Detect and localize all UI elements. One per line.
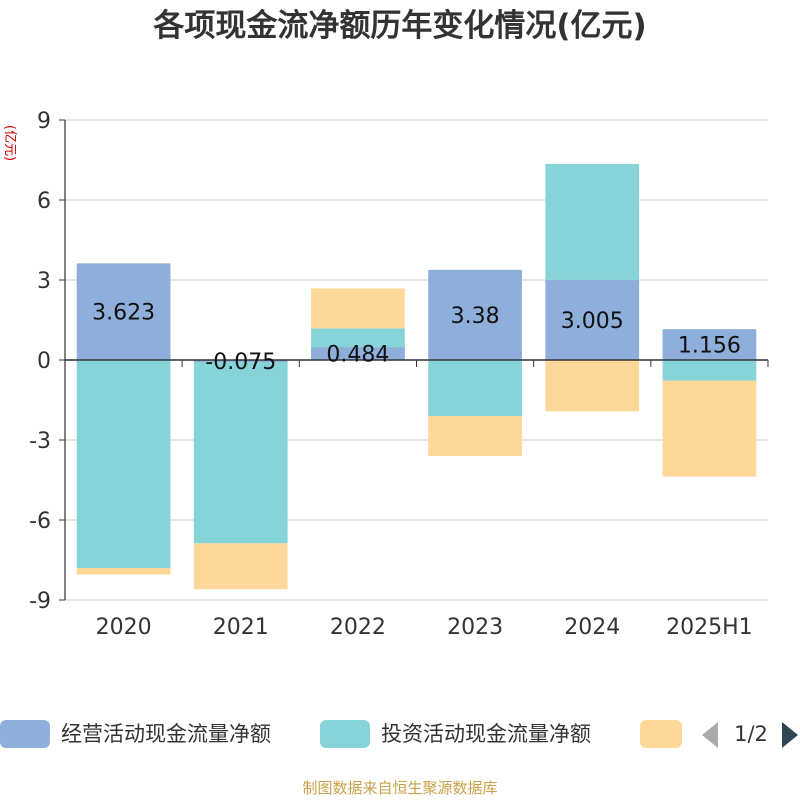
bar-s2-2023: [428, 416, 522, 456]
bar-s2-2024: [545, 360, 640, 412]
y-tick-label-1: -6: [29, 509, 51, 534]
data-label-2022: 0.484: [326, 343, 389, 368]
bar-s0-2024: [545, 279, 640, 360]
bar-s1-2024: [545, 163, 640, 280]
bar-s2-2021: [193, 543, 288, 590]
data-source-footer: 制图数据来自恒生聚源数据库: [302, 779, 498, 797]
data-label-2025H1: 1.156: [678, 334, 741, 359]
bar-s2-2025H1: [662, 380, 757, 477]
legend: 经营活动现金流量净额 投资活动现金流量净额: [0, 714, 800, 754]
data-label-2021: -0.075: [205, 350, 276, 375]
bar-s1-2021: [193, 362, 288, 544]
bar-chart: -9 -6 -3 0 3 6 9 2020 2021 2022 2023 2024 2025H1 3.6…: [29, 109, 769, 640]
grid-lines: [65, 119, 768, 601]
y-tick-label-3: 0: [37, 349, 51, 374]
data-labels: 3.623 -0.075 0.484 3.38 3.005 1.156: [92, 301, 741, 375]
y-tick-label-2: -3: [29, 429, 51, 454]
x-tick-label-2020: 2020: [96, 615, 152, 640]
y-tick-label-4: 3: [37, 269, 51, 294]
data-label-2024: 3.005: [561, 309, 624, 334]
legend-page-indicator: 1/2: [734, 722, 768, 746]
y-tick-label-5: 6: [37, 189, 51, 214]
x-tick-label-2024: 2024: [564, 615, 620, 640]
bar-s1-2023: [428, 360, 522, 416]
bar-s1-2020: [76, 360, 171, 568]
data-label-2020: 3.623: [92, 301, 155, 326]
y-tick-label-6: 9: [37, 109, 51, 134]
legend-swatch-investing: [320, 720, 370, 748]
legend-prev-page-icon[interactable]: [702, 722, 718, 748]
x-tick-label-2021: 2021: [213, 615, 269, 640]
legend-swatch-operating: [0, 720, 50, 748]
legend-next-page-icon[interactable]: [782, 722, 798, 748]
x-tick-label-2022: 2022: [330, 615, 386, 640]
axes: -9 -6 -3 0 3 6 9 2020 2021 2022 2023 2024 2025H1: [29, 109, 769, 640]
data-label-2023: 3.38: [451, 304, 500, 329]
bar-s0-2020: [76, 263, 171, 360]
bar-s0-2023: [428, 269, 522, 360]
x-tick-label-2023: 2023: [447, 615, 503, 640]
legend-label-investing: 投资活动现金流量净额: [381, 722, 591, 746]
bar-s1-2025H1: [662, 360, 757, 381]
x-tick-label-2025H1: 2025H1: [666, 615, 753, 640]
bars: [76, 163, 757, 590]
legend-label-operating: 经营活动现金流量净额: [61, 722, 271, 746]
bar-s2-2020: [76, 568, 171, 575]
legend-swatch-financing: [640, 720, 682, 748]
bar-s0-2022: [311, 347, 405, 360]
bar-s0-2021: [193, 360, 288, 362]
chart-title: 各项现金流净额历年变化情况(亿元): [153, 8, 647, 44]
y-tick-label-0: -9: [29, 589, 51, 614]
bar-s2-2022: [311, 288, 405, 329]
bar-s1-2022: [311, 328, 405, 348]
bar-s0-2025H1: [662, 329, 757, 360]
